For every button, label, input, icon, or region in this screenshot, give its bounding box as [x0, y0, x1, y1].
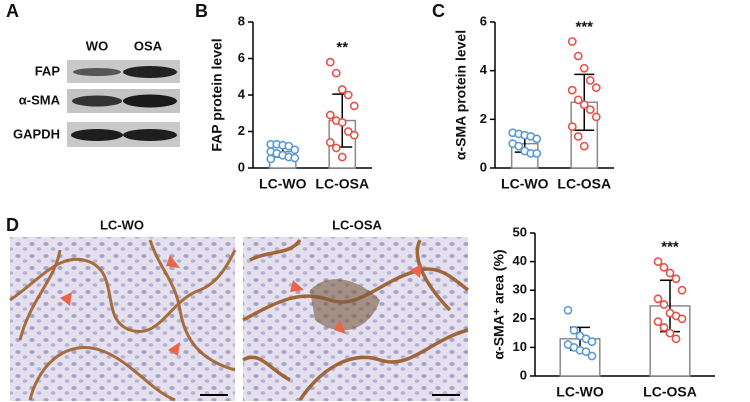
y-tick-label: 20	[513, 310, 527, 325]
y-tick-label: 6	[480, 13, 487, 28]
significance: ***	[575, 18, 593, 35]
y-tick-label: 4	[480, 62, 488, 77]
y-axis-label: α-SMA⁺ area (%)	[491, 249, 507, 359]
data-point	[573, 131, 583, 141]
data-point	[325, 57, 335, 67]
data-point	[585, 105, 595, 114]
data-point	[587, 337, 597, 347]
blot: WO OSA FAP α-SMA GAPDH	[13, 38, 180, 147]
data-point	[337, 85, 347, 94]
data-point	[665, 328, 675, 338]
data-point	[567, 37, 577, 46]
y-tick-label: 2	[480, 111, 487, 126]
data-point	[653, 294, 663, 304]
data-point	[266, 154, 276, 164]
y-axis-label: FAP protein level	[209, 38, 225, 151]
data-point	[514, 141, 524, 151]
panel-letter: B	[195, 1, 208, 21]
micrograph	[9, 237, 237, 402]
x-tick-label: LC-OSA	[315, 176, 369, 192]
data-point	[337, 152, 347, 162]
data-point	[659, 322, 669, 332]
data-point	[337, 117, 347, 127]
data-point	[665, 268, 675, 278]
data-point	[331, 143, 341, 153]
y-tick-label: 2	[238, 123, 245, 138]
row-label: FAP	[35, 63, 61, 78]
data-point	[653, 317, 663, 327]
y-tick-label: 10	[513, 339, 527, 354]
data-point	[569, 325, 579, 335]
data-point	[290, 153, 300, 163]
data-point	[349, 101, 359, 111]
y-tick-label: 0	[480, 159, 487, 174]
y-tick-label: 0	[238, 159, 245, 174]
row-label: GAPDH	[13, 126, 60, 141]
y-tick-label: 50	[513, 224, 527, 239]
significance: ***	[661, 239, 679, 256]
image-label: LC-OSA	[332, 217, 382, 232]
lane-label: WO	[86, 38, 108, 53]
y-tick-label: 4	[238, 86, 246, 101]
data-point	[581, 347, 591, 357]
data-point	[591, 83, 601, 93]
x-tick-label: LC-WO	[556, 384, 604, 400]
data-point	[659, 262, 669, 272]
data-point	[573, 95, 583, 105]
data-point	[290, 145, 300, 155]
image-label: LC-WO	[100, 217, 144, 232]
panel-letter: D	[6, 215, 19, 235]
row-label: α-SMA	[19, 92, 61, 107]
data-point	[677, 314, 687, 324]
data-point	[532, 148, 542, 158]
data-point	[671, 334, 681, 344]
y-axis-label: α-SMA protein level	[453, 30, 469, 160]
data-point	[579, 100, 589, 110]
data-point	[349, 130, 359, 140]
x-tick-label: LC-WO	[501, 176, 549, 192]
x-tick-label: LC-OSA	[643, 384, 697, 400]
data-point	[585, 76, 595, 85]
y-tick-label: 6	[238, 50, 245, 65]
y-tick-label: 8	[238, 13, 245, 28]
data-point	[532, 134, 542, 144]
y-tick-label: 40	[513, 253, 527, 268]
micrograph	[242, 237, 470, 401]
data-point	[591, 112, 601, 122]
lane-label: OSA	[134, 38, 163, 53]
data-point	[653, 257, 663, 266]
data-point	[567, 122, 577, 132]
data-point	[331, 68, 341, 78]
data-point	[659, 300, 669, 309]
data-point	[573, 51, 583, 61]
x-tick-label: LC-WO	[259, 176, 307, 192]
data-point	[579, 63, 589, 73]
panel-letter: A	[6, 1, 19, 21]
y-tick-label: 30	[513, 282, 527, 297]
x-tick-label: LC-OSA	[557, 176, 611, 192]
data-point	[587, 351, 597, 361]
data-point	[343, 90, 353, 100]
data-point	[325, 110, 335, 120]
panel-letter: C	[432, 1, 445, 21]
data-point	[567, 85, 577, 95]
data-point	[563, 305, 573, 315]
data-point	[677, 285, 687, 295]
data-point	[671, 274, 681, 284]
y-tick-label: 0	[520, 367, 527, 382]
significance: **	[336, 39, 348, 56]
data-point	[579, 141, 589, 151]
data-point	[325, 138, 335, 147]
